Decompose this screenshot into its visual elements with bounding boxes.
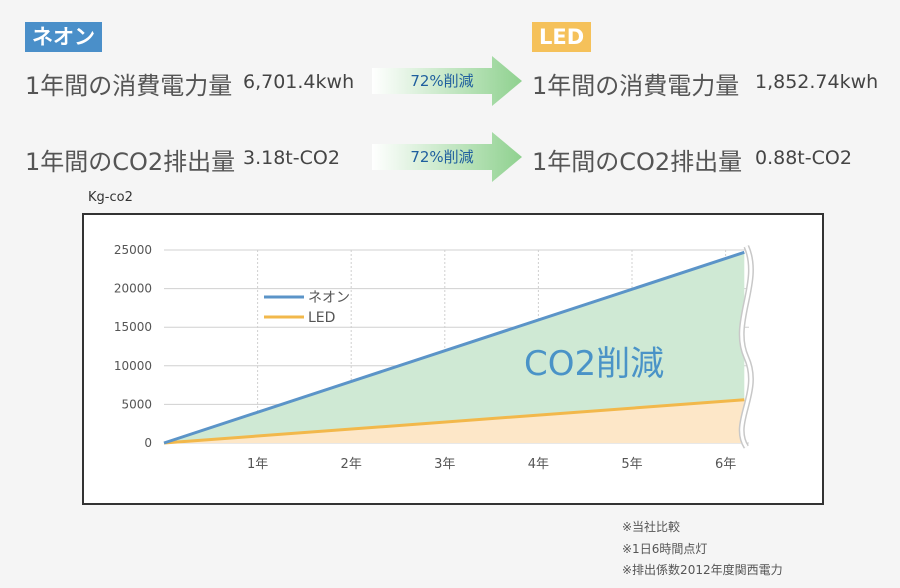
note-coefficient: ※排出係数2012年度関西電力 [622, 563, 783, 577]
arrow-label: 72%削減 [410, 72, 474, 90]
series-line-neon [163, 250, 745, 445]
neon-energy-value: 6,701.4kwh [243, 71, 355, 93]
axis-break-wave-inner [740, 245, 753, 448]
neon-co2-label: 1年間のCO2排出量 [25, 148, 236, 176]
x-tick-label: 5年 [621, 457, 642, 472]
led-energy-label: 1年間の消費電力量 [532, 72, 740, 100]
y-axis-unit: Kg-co2 [88, 190, 133, 205]
neon-badge: ネオン [25, 22, 102, 52]
y-tick-label: 5000 [121, 397, 152, 411]
reduction-annotation: CO2削減 [524, 344, 664, 384]
arrow-right-icon [372, 56, 522, 106]
y-tick-label: 25000 [114, 243, 152, 257]
note-comparison: ※当社比較 [622, 520, 681, 534]
neon-energy-label: 1年間の消費電力量 [25, 72, 233, 100]
led-co2-value: 0.88t-CO2 [755, 147, 852, 169]
co2-chart: 0 5000 10000 15000 20000 25000 1年 2年 3年 4年 5年 6年 ネオン… [114, 243, 754, 472]
series-line-led [163, 398, 745, 445]
legend-label-neon: ネオン [308, 290, 350, 306]
x-tick-label: 4年 [528, 457, 549, 472]
neon-co2-value: 3.18t-CO2 [243, 147, 340, 169]
x-tick-label: 6年 [715, 457, 736, 472]
led-energy-value: 1,852.74kwh [755, 71, 879, 93]
arrow-label: 72%削減 [410, 148, 474, 166]
arrow-right-icon [372, 132, 522, 182]
x-tick-label: 2年 [341, 457, 362, 472]
led-co2-label: 1年間のCO2排出量 [532, 148, 743, 176]
x-tick-label: 3年 [434, 457, 455, 472]
y-tick-label: 10000 [114, 359, 152, 373]
chart-frame: 0 5000 10000 15000 20000 25000 1年 2年 3年 4年 5年 6年 ネオン… [82, 213, 824, 505]
x-tick-label: 1年 [247, 457, 268, 472]
note-hours: ※1日6時間点灯 [622, 542, 708, 556]
reduction-arrow-co2: 72%削減 [372, 132, 522, 182]
y-tick-label: 15000 [114, 320, 152, 334]
y-tick-label: 20000 [114, 282, 152, 296]
y-tick-label: 0 [144, 436, 152, 450]
led-badge: LED [532, 22, 592, 52]
legend-label-led: LED [308, 310, 335, 326]
reduction-arrow-energy: 72%削減 [372, 56, 522, 106]
